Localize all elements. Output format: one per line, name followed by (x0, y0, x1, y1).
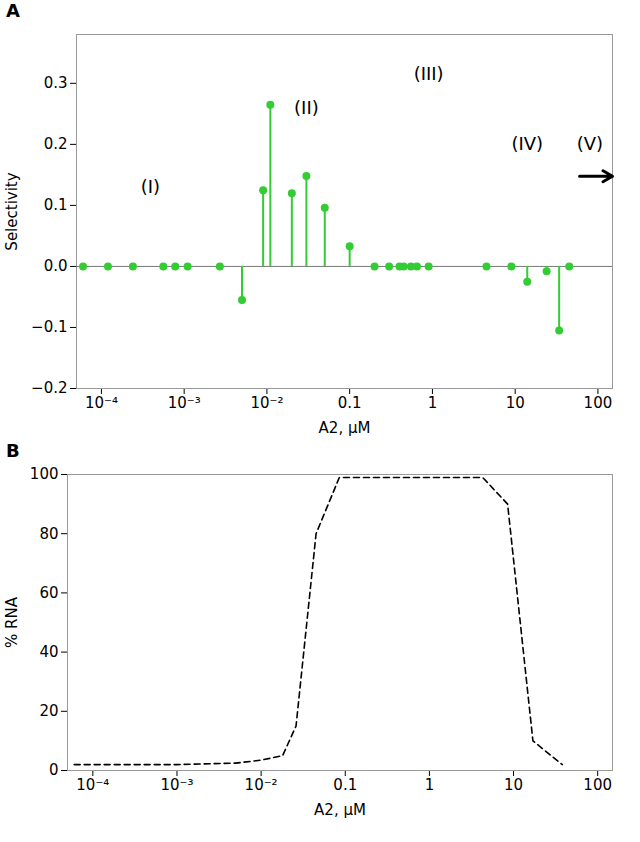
svg-text:1: 1 (428, 394, 438, 412)
svg-text:10: 10 (506, 394, 525, 412)
svg-text:% RNA: % RNA (3, 596, 21, 648)
svg-text:80: 80 (39, 525, 58, 543)
svg-text:−0.2: −0.2 (31, 379, 67, 397)
svg-text:0.2: 0.2 (44, 135, 68, 153)
svg-text:100: 100 (583, 776, 612, 794)
svg-text:100: 100 (584, 394, 613, 412)
svg-text:10⁻⁴: 10⁻⁴ (85, 394, 118, 412)
svg-text:20: 20 (39, 702, 58, 720)
html-text:A: A (6, 0, 20, 21)
svg-text:A2, μM: A2, μM (319, 419, 371, 437)
svg-text:10⁻³: 10⁻³ (168, 394, 201, 412)
svg-text:1: 1 (425, 776, 435, 794)
svg-text:−0.1: −0.1 (31, 318, 67, 336)
svg-text:0.1: 0.1 (44, 196, 68, 214)
svg-text:(IV): (IV) (511, 133, 543, 154)
svg-text:(I): (I) (141, 176, 160, 197)
svg-text:0.3: 0.3 (44, 74, 68, 92)
html-text:B: B (6, 440, 20, 461)
svg-text:0.0: 0.0 (44, 257, 68, 275)
svg-text:10⁻²: 10⁻² (250, 394, 283, 412)
svg-text:60: 60 (39, 584, 58, 602)
svg-text:(V): (V) (577, 133, 603, 154)
svg-text:40: 40 (39, 643, 58, 661)
svg-text:(II): (II) (294, 97, 319, 118)
svg-text:10⁻⁴: 10⁻⁴ (76, 776, 109, 794)
svg-text:Selectivity: Selectivity (3, 172, 21, 250)
svg-text:100: 100 (30, 465, 59, 483)
svg-text:10: 10 (504, 776, 523, 794)
svg-text:0.1: 0.1 (338, 394, 362, 412)
svg-text:A2, μM: A2, μM (314, 801, 366, 819)
svg-text:(III): (III) (414, 63, 444, 84)
svg-text:10⁻³: 10⁻³ (160, 776, 193, 794)
svg-text:0.1: 0.1 (333, 776, 357, 794)
svg-text:0: 0 (49, 761, 59, 779)
svg-text:10⁻²: 10⁻² (245, 776, 278, 794)
